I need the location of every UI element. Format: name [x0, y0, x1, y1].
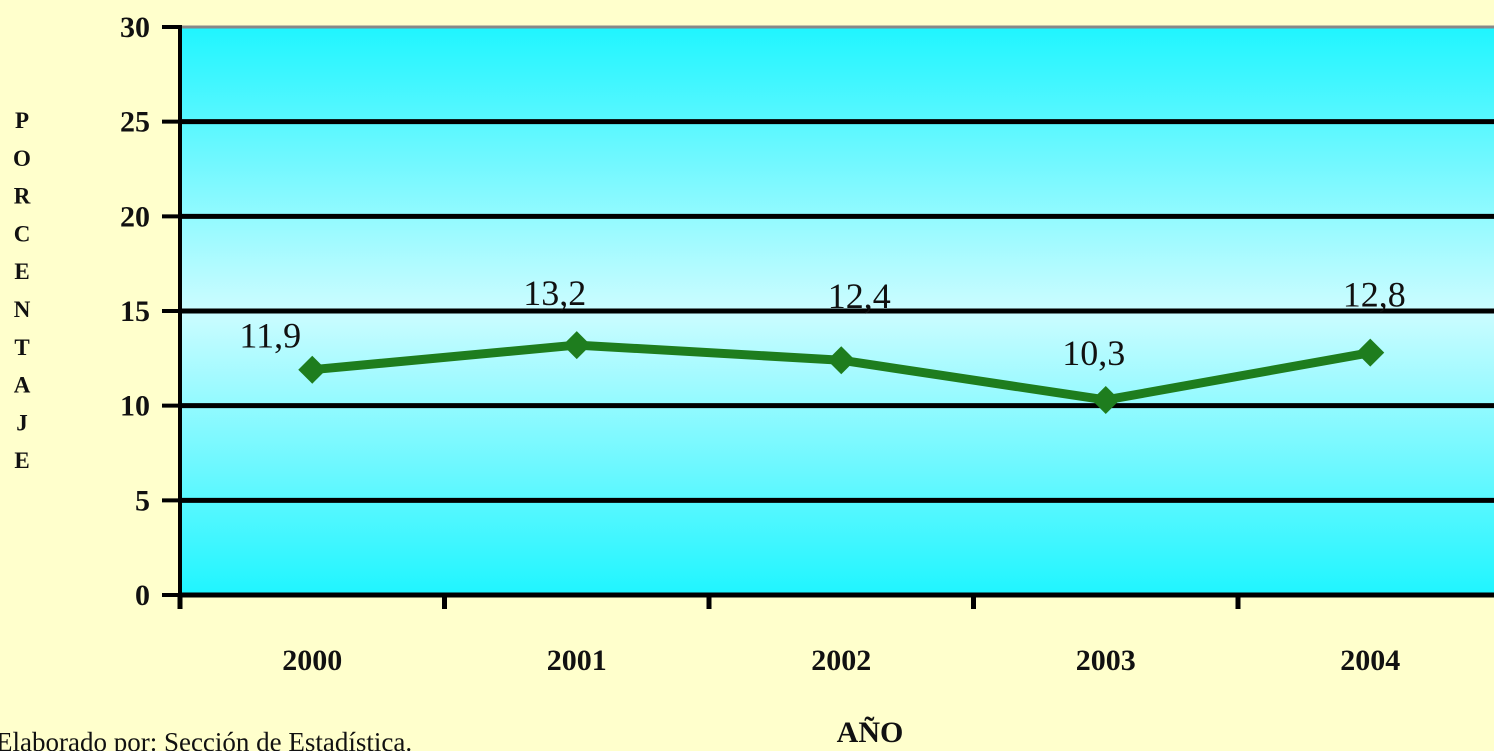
data-label: 10,3	[1062, 333, 1125, 373]
y-tick-label: 0	[135, 579, 150, 612]
data-label: 12,8	[1343, 275, 1406, 315]
y-tick-label: 30	[120, 11, 150, 44]
y-tick-label: 10	[120, 390, 150, 423]
data-point-marker	[1356, 338, 1385, 367]
y-axis-title-letter: R	[14, 184, 31, 209]
y-axis-title-letter: O	[13, 146, 31, 171]
y-axis-title-letter: J	[16, 410, 28, 435]
x-axis-title: AÑO	[837, 716, 904, 749]
source-note: Elaborado por: Sección de Estadística.	[0, 727, 412, 751]
y-axis-title-letter: A	[14, 373, 31, 398]
y-tick-label: 25	[120, 106, 150, 139]
axes: 0 5 10 15 20 25 30 2000 2001 2002 2003 2004	[120, 11, 1494, 677]
x-tick-label: 2003	[1076, 644, 1136, 677]
y-axis-title-letter: P	[15, 108, 29, 133]
y-axis-title-letter: E	[14, 448, 29, 473]
x-tick-label: 2000	[282, 644, 342, 677]
data-point-marker	[1091, 385, 1120, 414]
data-label: 12,4	[828, 276, 891, 316]
x-tick-label: 2001	[547, 644, 607, 677]
data-point-marker	[827, 346, 856, 375]
series-layer: 11,9 13,2 12,4 10,3 12,8	[239, 273, 1406, 414]
y-axis-title-letter: E	[14, 259, 29, 284]
data-label: 11,9	[239, 316, 301, 356]
data-point-marker	[562, 331, 591, 360]
data-label: 13,2	[523, 273, 586, 313]
data-point-marker	[298, 355, 327, 384]
y-axis-title-letter: C	[14, 221, 31, 246]
gridlines	[180, 25, 1494, 503]
y-tick-label: 20	[120, 200, 150, 233]
y-tick-label: 15	[120, 295, 150, 328]
x-tick-label: 2002	[811, 644, 871, 677]
y-axis-title-letter: T	[14, 335, 29, 360]
y-axis-title-letter: N	[14, 297, 31, 322]
y-tick-label: 5	[135, 484, 150, 517]
x-tick-label: 2004	[1340, 644, 1400, 677]
